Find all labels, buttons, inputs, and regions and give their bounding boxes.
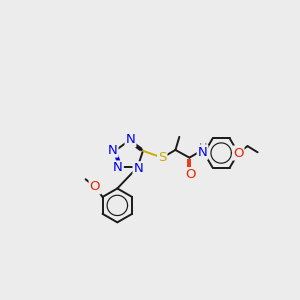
Text: H: H xyxy=(198,143,207,153)
Text: N: N xyxy=(108,144,118,157)
Text: O: O xyxy=(90,180,100,194)
Text: S: S xyxy=(158,151,166,164)
Text: N: N xyxy=(198,146,208,159)
Text: O: O xyxy=(185,168,195,181)
Text: O: O xyxy=(233,146,244,160)
Text: N: N xyxy=(113,161,123,175)
Text: N: N xyxy=(126,134,135,146)
Text: N: N xyxy=(134,162,143,175)
